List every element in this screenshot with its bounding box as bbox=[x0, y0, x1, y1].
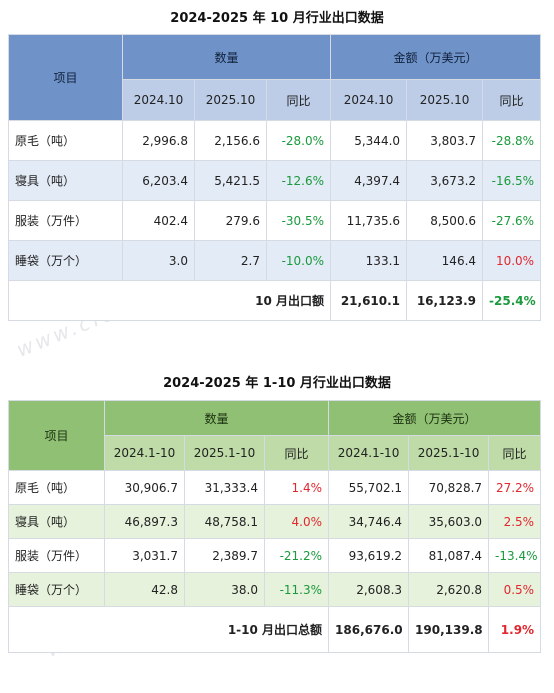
cell-yoy: -10.0% bbox=[265, 240, 332, 281]
cell: 4,397.4 bbox=[330, 160, 408, 201]
col-header: 2025.1-10 bbox=[184, 435, 265, 471]
row-label: 睡袋（万个） bbox=[8, 240, 123, 281]
table1: 项目 数量 金额（万美元） 2024.10 2025.10 同比 2024.10… bbox=[7, 34, 542, 321]
cell: 5,421.5 bbox=[194, 160, 267, 201]
col-header: 同比 bbox=[488, 435, 542, 471]
row-label: 原毛（吨） bbox=[8, 470, 105, 505]
cell: 2,608.3 bbox=[328, 572, 410, 607]
cell: 31,333.4 bbox=[184, 470, 265, 505]
total-cell: 190,139.8 bbox=[408, 606, 490, 653]
table1-title: 2024-2025 年 10 月行业出口数据 bbox=[170, 11, 384, 26]
table-row: 睡袋（万个） 42.8 38.0 -11.3% 2,608.3 2,620.8 … bbox=[8, 572, 542, 607]
table-row: 睡袋（万个） 3.0 2.7 -10.0% 133.1 146.4 10.0% bbox=[8, 240, 542, 281]
cell-yoy: -28.8% bbox=[482, 120, 542, 161]
col-header: 2024.1-10 bbox=[328, 435, 410, 471]
cell-yoy: 1.4% bbox=[263, 470, 330, 505]
total-row: 1-10 月出口总额 186,676.0 190,139.8 1.9% bbox=[7, 606, 542, 653]
header-amount: 金额（万美元） bbox=[328, 400, 542, 436]
col-header: 2024.1-10 bbox=[104, 435, 185, 471]
cell-yoy: 4.0% bbox=[263, 504, 330, 539]
cell: 5,344.0 bbox=[330, 120, 408, 161]
col-header: 2024.10 bbox=[122, 79, 195, 121]
cell: 81,087.4 bbox=[408, 538, 490, 573]
cell: 133.1 bbox=[330, 240, 408, 281]
col-header: 2025.1-10 bbox=[408, 435, 490, 471]
col-header: 同比 bbox=[263, 435, 330, 471]
cell: 279.6 bbox=[194, 200, 267, 241]
cell-yoy: -27.6% bbox=[482, 200, 542, 241]
row-label: 寝具（吨） bbox=[8, 504, 105, 539]
cell-yoy: 0.5% bbox=[488, 572, 542, 607]
total-cell: 21,610.1 bbox=[330, 280, 408, 321]
cell: 3,673.2 bbox=[406, 160, 484, 201]
cell: 2,620.8 bbox=[408, 572, 490, 607]
cell-yoy: -13.4% bbox=[488, 538, 542, 573]
header-item: 项目 bbox=[8, 34, 123, 121]
cell: 70,828.7 bbox=[408, 470, 490, 505]
total-label: 10 月出口额 bbox=[7, 280, 332, 321]
table-row: 原毛（吨） 2,996.8 2,156.6 -28.0% 5,344.0 3,8… bbox=[8, 120, 542, 161]
cell: 6,203.4 bbox=[122, 160, 195, 201]
row-label: 原毛（吨） bbox=[8, 120, 123, 161]
cell: 3.0 bbox=[122, 240, 195, 281]
row-label: 睡袋（万个） bbox=[8, 572, 105, 607]
table-row: 服装（万件） 402.4 279.6 -30.5% 11,735.6 8,500… bbox=[8, 200, 542, 241]
cell-yoy: -12.6% bbox=[265, 160, 332, 201]
header-quantity: 数量 bbox=[121, 34, 332, 80]
col-header: 同比 bbox=[265, 79, 332, 121]
cell-yoy: 2.5% bbox=[488, 504, 542, 539]
cell: 30,906.7 bbox=[104, 470, 185, 505]
cell: 34,746.4 bbox=[328, 504, 410, 539]
total-yoy: 1.9% bbox=[488, 606, 542, 653]
cell: 2.7 bbox=[194, 240, 267, 281]
table-row: 寝具（吨） 6,203.4 5,421.5 -12.6% 4,397.4 3,6… bbox=[8, 160, 542, 201]
table2-title: 2024-2025 年 1-10 月行业出口数据 bbox=[163, 376, 391, 391]
table2: 项目 数量 金额（万美元） 2024.1-10 2025.1-10 同比 202… bbox=[7, 400, 542, 653]
cell: 93,619.2 bbox=[328, 538, 410, 573]
cell: 38.0 bbox=[184, 572, 265, 607]
cell-yoy: -28.0% bbox=[265, 120, 332, 161]
cell: 55,702.1 bbox=[328, 470, 410, 505]
cell: 2,156.6 bbox=[194, 120, 267, 161]
cell-yoy: 10.0% bbox=[482, 240, 542, 281]
cell: 8,500.6 bbox=[406, 200, 484, 241]
header-quantity: 数量 bbox=[103, 400, 330, 436]
cell-yoy: 27.2% bbox=[488, 470, 542, 505]
total-cell: 16,123.9 bbox=[406, 280, 484, 321]
cell: 35,603.0 bbox=[408, 504, 490, 539]
col-header: 同比 bbox=[482, 79, 542, 121]
cell-yoy: -16.5% bbox=[482, 160, 542, 201]
col-header: 2025.10 bbox=[194, 79, 267, 121]
table-row: 寝具（吨） 46,897.3 48,758.1 4.0% 34,746.4 35… bbox=[8, 504, 542, 539]
cell: 46,897.3 bbox=[104, 504, 185, 539]
cell: 11,735.6 bbox=[330, 200, 408, 241]
header-amount: 金额（万美元） bbox=[330, 34, 542, 80]
cell: 3,803.7 bbox=[406, 120, 484, 161]
row-label: 服装（万件） bbox=[8, 200, 123, 241]
total-row: 10 月出口额 21,610.1 16,123.9 -25.4% bbox=[7, 280, 542, 321]
cell: 48,758.1 bbox=[184, 504, 265, 539]
row-label: 服装（万件） bbox=[8, 538, 105, 573]
cell: 402.4 bbox=[122, 200, 195, 241]
cell-yoy: -30.5% bbox=[265, 200, 332, 241]
col-header: 2025.10 bbox=[406, 79, 484, 121]
cell-yoy: -11.3% bbox=[263, 572, 330, 607]
cell-yoy: -21.2% bbox=[263, 538, 330, 573]
row-label: 寝具（吨） bbox=[8, 160, 123, 201]
col-header: 2024.10 bbox=[330, 79, 408, 121]
cell: 2,996.8 bbox=[122, 120, 195, 161]
table-row: 原毛（吨） 30,906.7 31,333.4 1.4% 55,702.1 70… bbox=[8, 470, 542, 505]
total-yoy: -25.4% bbox=[482, 280, 542, 321]
cell: 42.8 bbox=[104, 572, 185, 607]
total-cell: 186,676.0 bbox=[328, 606, 410, 653]
table-row: 服装（万件） 3,031.7 2,389.7 -21.2% 93,619.2 8… bbox=[8, 538, 542, 573]
cell: 3,031.7 bbox=[104, 538, 185, 573]
cell: 146.4 bbox=[406, 240, 484, 281]
header-item: 项目 bbox=[8, 400, 105, 471]
cell: 2,389.7 bbox=[184, 538, 265, 573]
total-label: 1-10 月出口总额 bbox=[7, 606, 330, 653]
